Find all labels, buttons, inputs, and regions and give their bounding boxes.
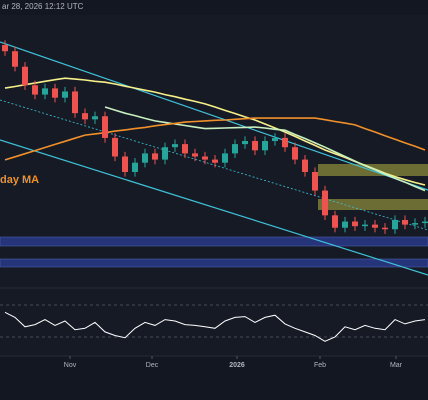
candle-body	[32, 85, 38, 95]
candle-body	[312, 171, 318, 191]
channel-line	[0, 41, 428, 191]
candle-body	[242, 141, 248, 145]
resistance-zone	[318, 199, 428, 210]
candle-body	[82, 113, 88, 120]
candle-body	[212, 159, 218, 163]
candle-body	[42, 88, 48, 95]
x-tick-label: Mar	[390, 362, 403, 369]
candle-body	[102, 116, 108, 138]
candle-body	[372, 224, 378, 228]
candle-body	[322, 190, 328, 216]
candle-body	[142, 153, 148, 163]
candle-body	[132, 162, 138, 172]
candle-body	[162, 147, 168, 160]
candle-body	[202, 156, 208, 160]
candle-body	[12, 51, 18, 67]
moving-average	[4, 117, 426, 161]
support-zone	[0, 236, 428, 247]
candle-body	[362, 224, 368, 227]
candle-body	[2, 45, 8, 52]
candle-body	[182, 144, 188, 154]
candle-body	[232, 144, 238, 154]
candle-body	[252, 141, 258, 151]
candle-body	[262, 141, 268, 151]
candle-body	[112, 137, 118, 157]
candle-body	[72, 91, 78, 114]
candle-body	[52, 88, 58, 98]
candle-body	[352, 221, 358, 227]
candle-body	[62, 91, 68, 98]
resistance-zone	[318, 164, 428, 176]
ma-label: day MA	[0, 174, 39, 186]
x-tick-label: 2026	[229, 362, 245, 369]
candle-body	[172, 144, 178, 148]
moving-average	[104, 106, 426, 192]
candle-body	[92, 116, 98, 120]
candle-body	[342, 221, 348, 228]
candle-body	[192, 153, 198, 157]
candle-body	[332, 215, 338, 228]
timestamp: ar 28, 2026 12:12 UTC	[2, 2, 84, 11]
x-tick-label: Feb	[314, 362, 326, 369]
support-zone	[0, 258, 428, 268]
rsi-line	[4, 311, 426, 342]
candle-body	[152, 153, 158, 160]
candle-body	[402, 219, 408, 225]
candle-body	[222, 153, 228, 163]
candle-body	[382, 227, 388, 230]
candle-body	[22, 66, 28, 86]
candle-body	[292, 147, 298, 160]
candle-body	[422, 221, 428, 224]
candle-body	[282, 137, 288, 148]
candle-body	[302, 159, 308, 172]
candle-body	[122, 156, 128, 172]
x-tick-label: Nov	[64, 362, 77, 369]
channel-line	[0, 139, 428, 276]
mid-line	[0, 99, 428, 231]
rsi-pane	[0, 289, 428, 355]
candle-body	[412, 223, 418, 225]
candle-body	[392, 219, 398, 230]
candle-body	[272, 137, 278, 142]
x-tick-label: Dec	[146, 362, 159, 369]
